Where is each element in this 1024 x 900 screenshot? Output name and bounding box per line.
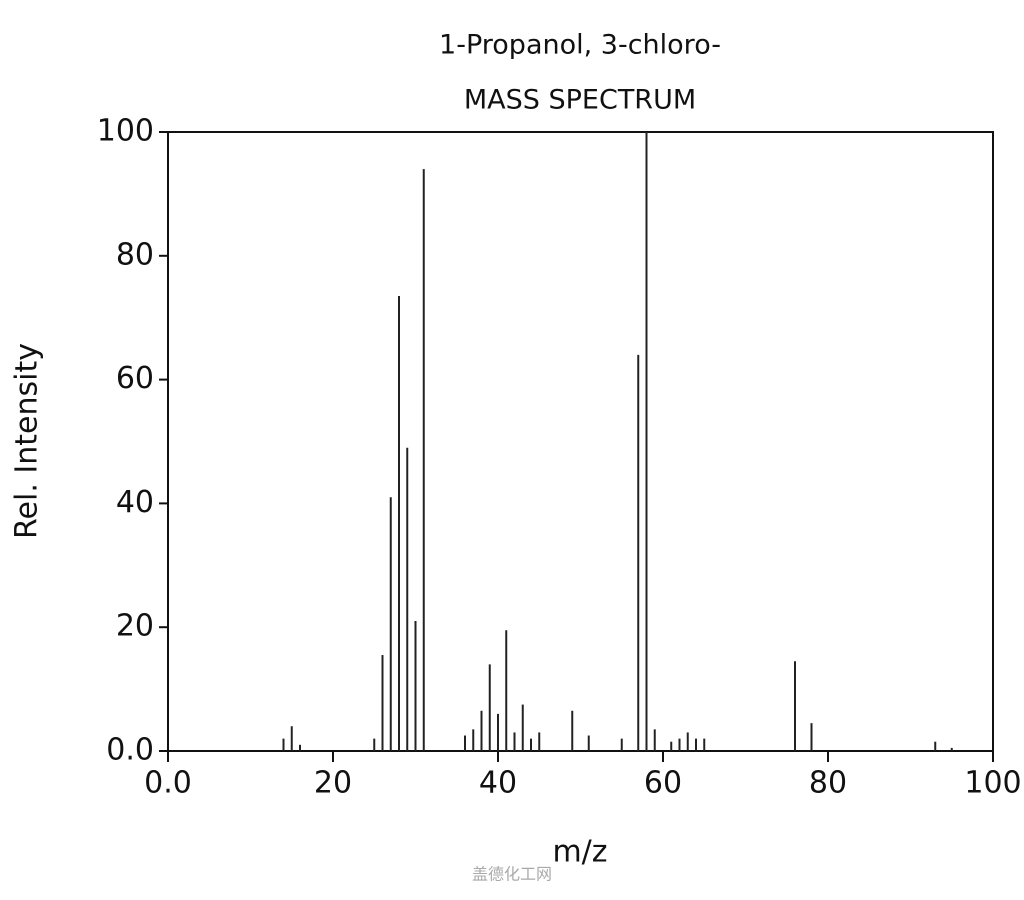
chart-title: 1-Propanol, 3-chloro- <box>439 30 721 61</box>
plot-frame <box>167 131 994 752</box>
x-tick-label: 100 <box>964 766 1021 801</box>
y-tick-label: 60 <box>116 361 154 396</box>
y-tick-label: 40 <box>116 485 154 520</box>
chart-subtitle: MASS SPECTRUM <box>464 85 696 116</box>
y-tick-label: 0.0 <box>106 733 154 768</box>
x-tick-label: 40 <box>479 766 517 801</box>
x-axis-label: m/z <box>552 835 607 870</box>
y-tick-label: 100 <box>97 114 154 149</box>
y-axis-label: Rel. Intensity <box>10 343 45 539</box>
y-tick-label: 80 <box>116 237 154 272</box>
x-tick-label: 0.0 <box>144 766 192 801</box>
x-tick-label: 20 <box>314 766 352 801</box>
y-tick-label: 20 <box>116 609 154 644</box>
x-tick-label: 80 <box>809 766 847 801</box>
x-tick-label: 60 <box>644 766 682 801</box>
watermark: 盖德化工网 <box>472 865 552 884</box>
